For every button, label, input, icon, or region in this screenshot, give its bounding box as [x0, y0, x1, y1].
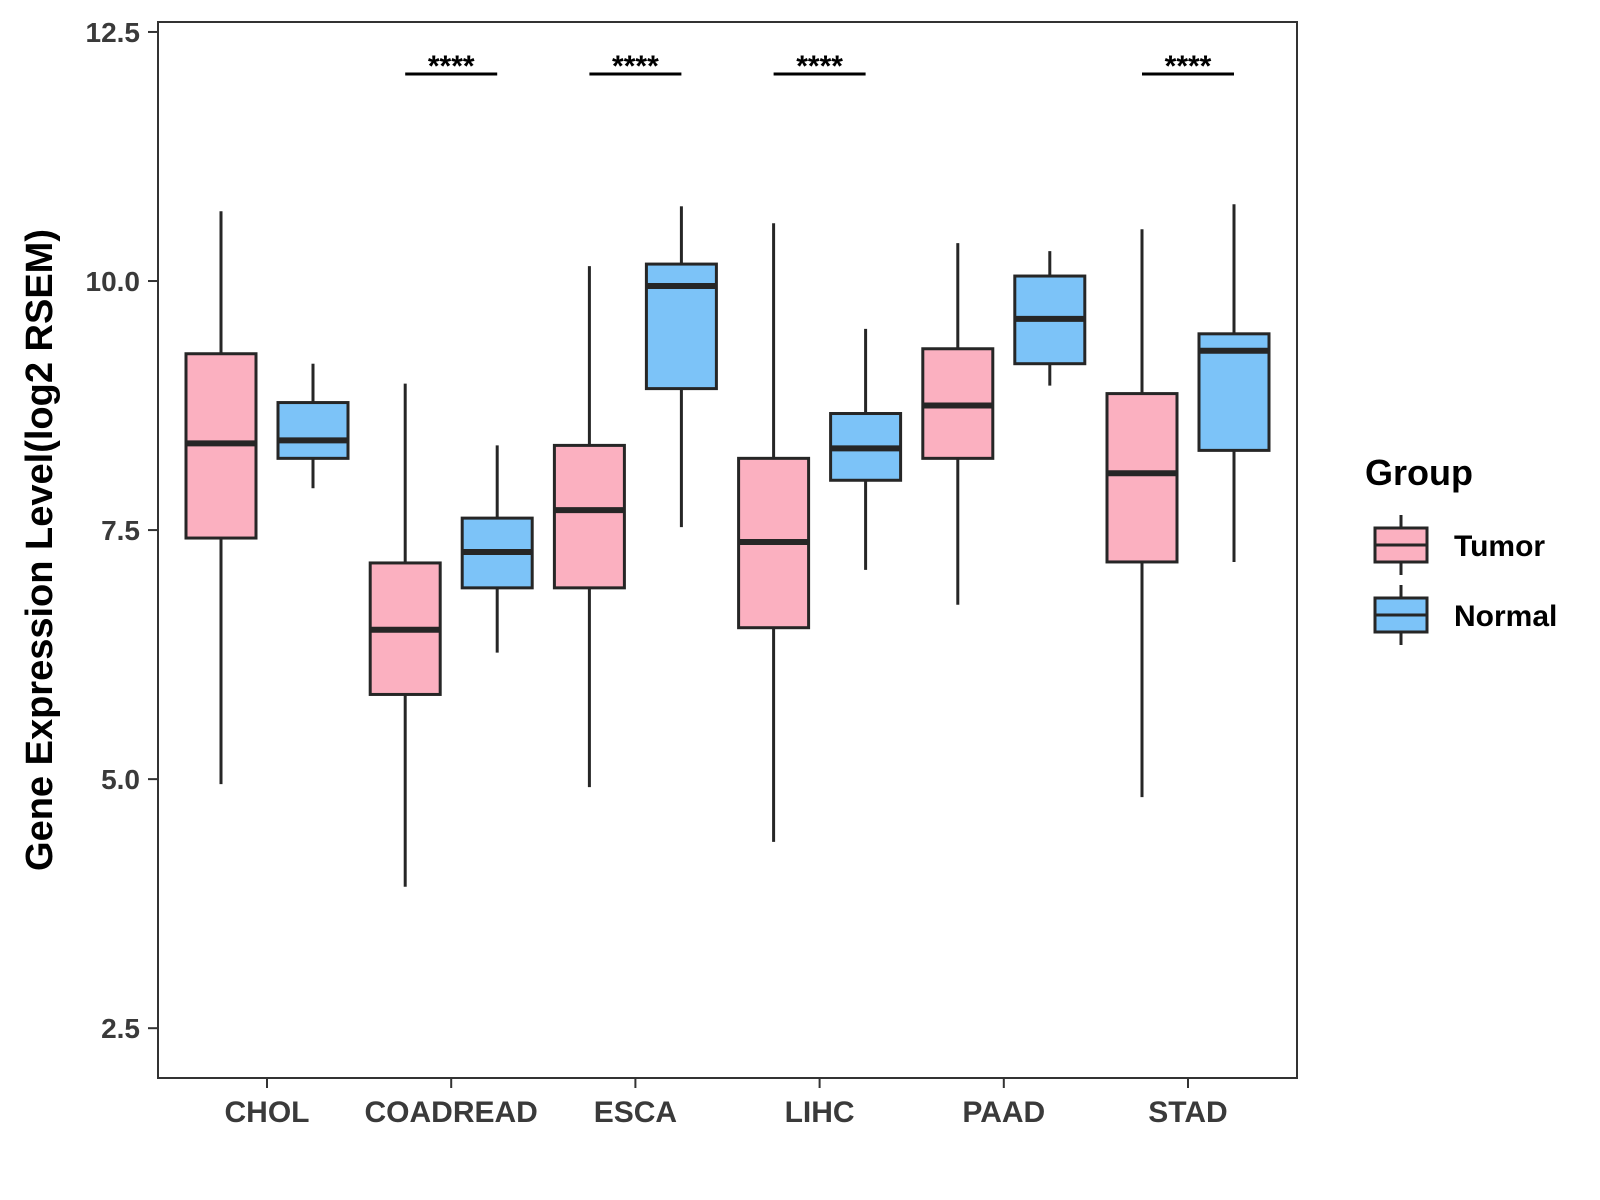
x-tick-label: LIHC [785, 1096, 855, 1129]
x-tick-label: PAAD [962, 1096, 1045, 1129]
box-tumor-esca [552, 266, 626, 788]
box-tumor-paad [921, 243, 995, 605]
x-tick-label: COADREAD [365, 1096, 538, 1129]
box-normal-coadread [460, 445, 534, 653]
x-tick-label: CHOL [225, 1096, 310, 1129]
box-normal-esca [644, 206, 718, 528]
significance-label: **** [428, 50, 475, 83]
box-body [644, 262, 718, 391]
box-normal-chol [276, 363, 350, 489]
legend: Group Tumor Normal [1365, 452, 1557, 645]
significance-esca: **** [589, 50, 682, 83]
box-normal-paad [1013, 251, 1087, 386]
y-tick-label: 5.0 [101, 764, 140, 795]
box-normal-stad [1197, 204, 1271, 562]
legend-title: Group [1365, 452, 1473, 493]
box-tumor-coadread [368, 383, 442, 887]
box-tumor-stad [1105, 229, 1179, 798]
box-body [1105, 392, 1179, 564]
significance-lihc: **** [773, 50, 866, 83]
x-tick-label: ESCA [594, 1096, 677, 1129]
legend-item-tumor: Tumor [1373, 515, 1545, 575]
significance-annotations: **** **** **** **** [405, 50, 1234, 83]
legend-label: Normal [1454, 600, 1557, 633]
significance-label: **** [612, 50, 659, 83]
box-body [552, 443, 626, 590]
box-normal-lihc [829, 328, 903, 570]
y-tick-label: 12.5 [86, 17, 141, 48]
significance-coadread: **** [405, 50, 498, 83]
y-axis: 2.5 5.0 7.5 10.0 12.5 [86, 17, 158, 1044]
y-tick-label: 10.0 [86, 266, 141, 297]
significance-label: **** [1165, 50, 1212, 83]
significance-label: **** [796, 50, 843, 83]
box-tumor-chol [184, 211, 258, 785]
legend-label: Tumor [1454, 530, 1545, 563]
legend-item-normal: Normal [1373, 585, 1557, 645]
y-tick-label: 7.5 [101, 515, 140, 546]
box-series [184, 204, 1271, 887]
x-tick-label: STAD [1148, 1096, 1227, 1129]
y-tick-label: 2.5 [101, 1013, 140, 1044]
x-axis: CHOL COADREAD ESCA LIHC PAAD STAD [225, 1078, 1228, 1129]
box-body [276, 401, 350, 460]
box-tumor-lihc [737, 223, 811, 842]
significance-stad: **** [1142, 50, 1234, 83]
y-axis-title: Gene Expression Level(log2 RSEM) [19, 229, 61, 871]
